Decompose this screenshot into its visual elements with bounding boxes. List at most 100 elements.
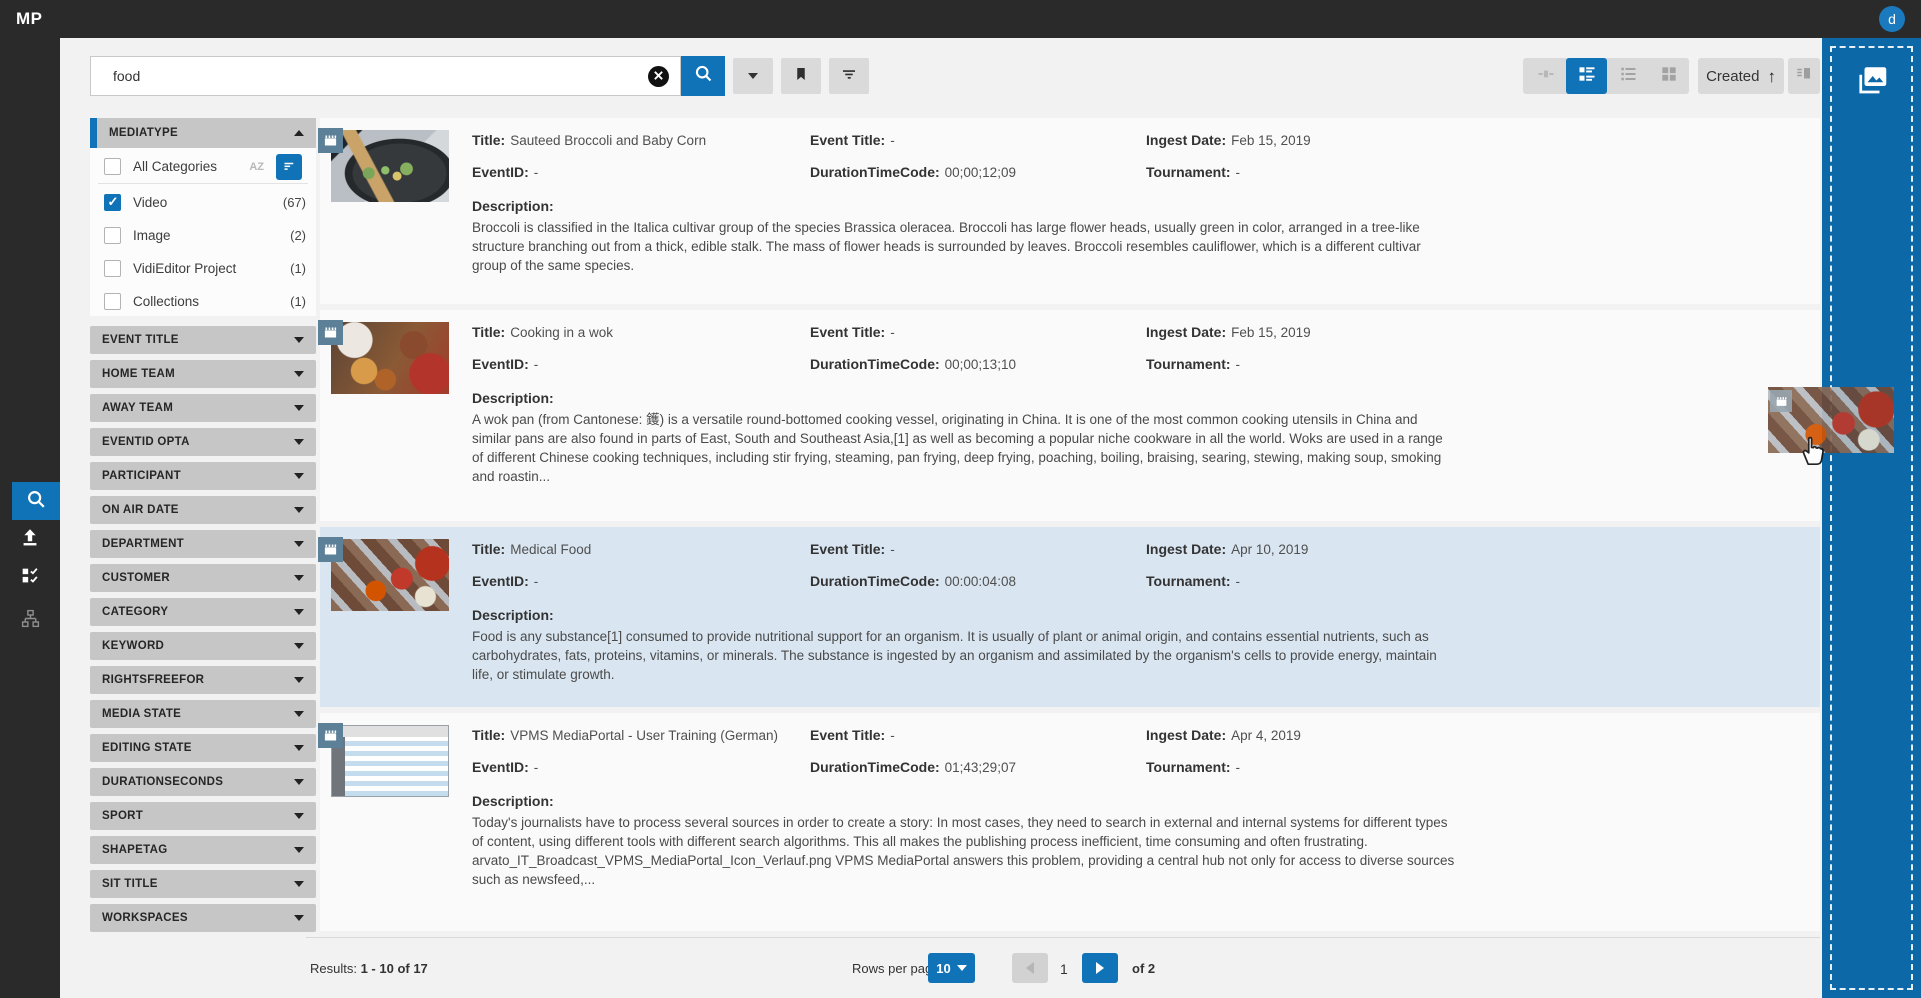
sort-alpha-icon[interactable]: AZ bbox=[249, 160, 264, 173]
facet-label: AWAY TEAM bbox=[102, 402, 174, 414]
facet-option-all-categories[interactable]: All Categories AZ bbox=[90, 150, 316, 183]
pagination-bar: Results: 1 - 10 of 17 Rows per page: 10 … bbox=[306, 937, 1820, 998]
facet-option-videditor-project[interactable]: VidiEditor Project (1) bbox=[90, 252, 316, 285]
facet-label: CATEGORY bbox=[102, 606, 169, 618]
top-bar: MP d bbox=[0, 0, 1921, 38]
facet-eventid-opta[interactable]: EVENTID OPTA bbox=[90, 428, 316, 456]
facet-keyword[interactable]: KEYWORD bbox=[90, 632, 316, 660]
rail-upload-button[interactable] bbox=[0, 521, 60, 559]
facet-label: MEDIATYPE bbox=[109, 127, 178, 139]
result-description: Food is any substance[1] consumed to pro… bbox=[472, 629, 1437, 682]
search-input[interactable] bbox=[90, 56, 681, 96]
search-options-dropdown[interactable] bbox=[733, 58, 773, 94]
rail-search-button[interactable] bbox=[12, 482, 60, 520]
total-pages: of 2 bbox=[1132, 961, 1156, 976]
result-row[interactable]: Title: VPMS MediaPortal - User Training (… bbox=[318, 713, 1820, 931]
view-detail-list-button[interactable] bbox=[1566, 58, 1607, 94]
facet-shapetag[interactable]: SHAPETAG bbox=[90, 836, 316, 864]
sort-created-button[interactable]: Created ↑ bbox=[1698, 58, 1784, 94]
prev-page-button[interactable] bbox=[1012, 953, 1048, 983]
facet-label: SPORT bbox=[102, 810, 144, 822]
rail-tasks-button[interactable] bbox=[0, 559, 60, 597]
facet-department[interactable]: DEPARTMENT bbox=[90, 530, 316, 558]
bookmark-icon bbox=[792, 65, 810, 88]
sort-by-count-button[interactable] bbox=[276, 153, 302, 180]
result-row-selected[interactable]: Title: Medical Food Event Title: - Ingest … bbox=[318, 527, 1820, 707]
left-rail bbox=[0, 38, 60, 998]
facet-option-image[interactable]: Image (2) bbox=[90, 219, 316, 252]
chevron-down-icon bbox=[294, 643, 304, 649]
search-button[interactable] bbox=[681, 56, 725, 96]
search-icon bbox=[25, 488, 47, 515]
checklist-icon bbox=[19, 565, 41, 592]
view-filmstrip-button[interactable] bbox=[1525, 58, 1566, 94]
facet-workspaces[interactable]: WORKSPACES bbox=[90, 904, 316, 932]
facet-customer[interactable]: CUSTOMER bbox=[90, 564, 316, 592]
chevron-down-icon bbox=[294, 677, 304, 683]
chevron-down-icon bbox=[294, 507, 304, 513]
facet-participant[interactable]: PARTICIPANT bbox=[90, 462, 316, 490]
field-description-label: Description: bbox=[472, 607, 554, 623]
option-label: Image bbox=[133, 228, 171, 243]
option-count: (1) bbox=[290, 261, 306, 276]
field-title: Title: Medical Food bbox=[472, 541, 592, 557]
facet-away-team[interactable]: AWAY TEAM bbox=[90, 394, 316, 422]
saved-searches-button[interactable] bbox=[781, 58, 821, 94]
chevron-down-icon bbox=[748, 73, 758, 79]
chevron-down-icon bbox=[294, 813, 304, 819]
facet-label: EDITING STATE bbox=[102, 742, 192, 754]
user-avatar[interactable]: d bbox=[1879, 6, 1905, 32]
option-label: All Categories bbox=[133, 159, 218, 174]
media-drop-panel[interactable] bbox=[1822, 38, 1921, 998]
field-description-label: Description: bbox=[472, 198, 554, 214]
facet-label: WORKSPACES bbox=[102, 912, 188, 924]
facet-label: DURATIONSECONDS bbox=[102, 776, 224, 788]
chevron-down-icon bbox=[956, 965, 967, 971]
result-thumbnail[interactable] bbox=[331, 539, 449, 611]
facet-label: DEPARTMENT bbox=[102, 538, 185, 550]
side-panel-toggle-button[interactable] bbox=[1788, 58, 1820, 94]
next-page-button[interactable] bbox=[1082, 953, 1118, 983]
facet-media-state[interactable]: MEDIA STATE bbox=[90, 700, 316, 728]
facet-durationseconds[interactable]: DURATIONSECONDS bbox=[90, 768, 316, 796]
view-grid-button[interactable] bbox=[1648, 58, 1689, 94]
facet-event-title[interactable]: EVENT TITLE bbox=[90, 326, 316, 354]
facet-label: CUSTOMER bbox=[102, 572, 170, 584]
checkbox[interactable] bbox=[104, 260, 121, 277]
facet-option-collections[interactable]: Collections (1) bbox=[90, 285, 316, 318]
facet-category[interactable]: CATEGORY bbox=[90, 598, 316, 626]
field-duration: DurationTimeCode: 01;43;29;07 bbox=[810, 759, 1016, 775]
rows-per-page-select[interactable]: 10 bbox=[928, 953, 975, 983]
facet-editing-state[interactable]: EDITING STATE bbox=[90, 734, 316, 762]
chevron-down-icon bbox=[294, 439, 304, 445]
filter-button[interactable] bbox=[829, 58, 869, 94]
result-row[interactable]: Title: Cooking in a wok Event Title: - Ing… bbox=[318, 310, 1820, 521]
result-thumbnail[interactable] bbox=[331, 130, 449, 202]
facet-rightsfreefor[interactable]: RIGHTSFREEFOR bbox=[90, 666, 316, 694]
facet-sit-title[interactable]: SIT TITLE bbox=[90, 870, 316, 898]
facet-label: MEDIA STATE bbox=[102, 708, 182, 720]
chevron-down-icon bbox=[294, 541, 304, 547]
result-description: Today's journalists have to process seve… bbox=[472, 815, 1455, 887]
facet-home-team[interactable]: HOME TEAM bbox=[90, 360, 316, 388]
field-tournament: Tournament: - bbox=[1146, 573, 1241, 589]
hand-cursor-icon bbox=[1796, 433, 1830, 472]
facet-on-air-date[interactable]: ON AIR DATE bbox=[90, 496, 316, 524]
facet-sport[interactable]: SPORT bbox=[90, 802, 316, 830]
checkbox[interactable] bbox=[104, 227, 121, 244]
checkbox[interactable] bbox=[104, 158, 121, 175]
checkbox-checked[interactable] bbox=[104, 194, 121, 211]
clear-search-button[interactable] bbox=[648, 66, 669, 87]
checkbox[interactable] bbox=[104, 293, 121, 310]
drag-ghost-thumbnail[interactable] bbox=[1768, 387, 1894, 466]
chevron-down-icon bbox=[294, 711, 304, 717]
facet-mediatype-header[interactable]: MEDIATYPE bbox=[90, 118, 316, 148]
result-thumbnail[interactable] bbox=[331, 725, 449, 797]
rail-workflow-button[interactable] bbox=[0, 602, 60, 640]
field-event-title: Event Title: - bbox=[810, 541, 895, 557]
facet-option-video[interactable]: Video (67) bbox=[90, 186, 316, 219]
chevron-up-icon bbox=[294, 130, 304, 136]
result-row[interactable]: Title: Sauteed Broccoli and Baby Corn Eve… bbox=[318, 118, 1820, 304]
result-thumbnail[interactable] bbox=[331, 322, 449, 394]
view-list-button[interactable] bbox=[1607, 58, 1648, 94]
